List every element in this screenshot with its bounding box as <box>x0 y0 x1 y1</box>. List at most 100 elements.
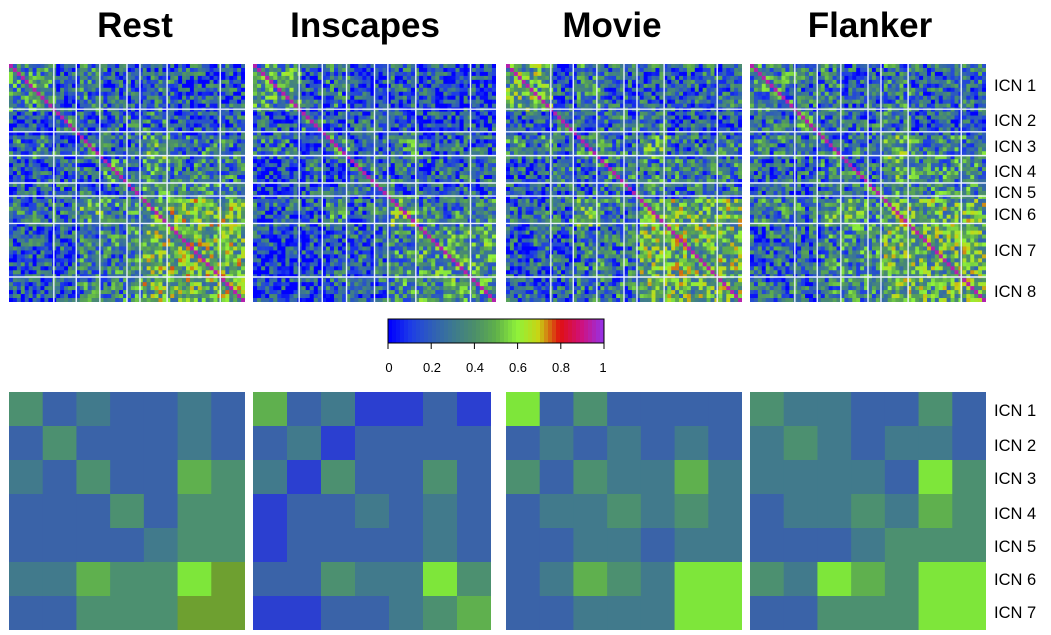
matrix-cell <box>123 218 128 223</box>
matrix-cell <box>186 139 191 144</box>
matrix-cell <box>107 159 112 164</box>
matrix-cell <box>32 202 37 208</box>
matrix-cell <box>146 226 151 231</box>
matrix-cell <box>221 214 226 219</box>
matrix-cell <box>447 95 452 100</box>
matrix-cell <box>115 159 120 164</box>
matrix-cell <box>186 254 191 259</box>
matrix-cell <box>386 67 391 73</box>
matrix-cell <box>483 64 489 69</box>
matrix-cell <box>193 282 199 287</box>
matrix-cell <box>394 111 400 116</box>
matrix-cell <box>20 210 26 216</box>
matrix-cell <box>75 183 81 188</box>
matrix-cell <box>233 218 238 223</box>
matrix-cell <box>130 115 136 120</box>
matrix-cell <box>16 64 22 69</box>
matrix-cell <box>241 99 245 104</box>
matrix-cell <box>229 131 234 136</box>
matrix-cell <box>362 139 367 144</box>
matrix-cell <box>87 147 92 152</box>
matrix-cell <box>221 163 226 168</box>
matrix-cell <box>130 151 136 156</box>
matrix-cell <box>36 218 41 223</box>
matrix-cell <box>241 179 245 184</box>
matrix-cell <box>75 202 81 208</box>
matrix-cell <box>115 282 120 287</box>
matrix-cell <box>366 75 371 81</box>
matrix-cell <box>115 266 120 271</box>
matrix-cell <box>103 290 108 295</box>
matrix-cell <box>75 95 81 100</box>
matrix-cell <box>197 64 203 69</box>
matrix-cell <box>24 123 29 128</box>
matrix-cell <box>321 147 327 152</box>
matrix-cell <box>261 91 266 97</box>
matrix-cell <box>225 67 230 73</box>
matrix-cell <box>83 171 88 176</box>
matrix-cell <box>99 282 104 287</box>
matrix-cell <box>350 139 355 144</box>
matrix-cell <box>111 95 116 100</box>
matrix-cell <box>390 151 396 156</box>
matrix-cell <box>281 95 286 100</box>
matrix-cell <box>427 119 432 124</box>
matrix-cell <box>233 254 238 259</box>
matrix-cell <box>463 67 468 73</box>
matrix-cell <box>95 286 100 291</box>
matrix-cell <box>483 139 489 144</box>
matrix-cell <box>170 206 175 212</box>
matrix-cell <box>44 135 49 140</box>
matrix-cell <box>142 139 147 144</box>
matrix-cell <box>75 250 81 255</box>
matrix-cell <box>459 151 464 156</box>
matrix-cell <box>273 115 278 120</box>
matrix-cell <box>229 71 234 77</box>
matrix-cell <box>24 190 29 196</box>
matrix-cell <box>229 230 234 235</box>
matrix-cell <box>107 214 112 219</box>
matrix-cell <box>439 67 444 73</box>
matrix-cell <box>197 270 203 275</box>
matrix-cell <box>182 99 187 104</box>
matrix-cell <box>40 75 45 81</box>
matrix-cell <box>475 115 481 120</box>
matrix-cell <box>178 67 183 73</box>
matrix-cell <box>305 87 310 93</box>
matrix-cell <box>221 115 226 120</box>
matrix-cell <box>28 179 33 184</box>
matrix-cell <box>138 64 144 69</box>
matrix-cell <box>87 179 92 184</box>
matrix-cell <box>178 75 183 81</box>
matrix-cell <box>305 123 310 128</box>
matrix-cell <box>83 278 88 283</box>
matrix-cell <box>193 258 199 263</box>
matrix-cell <box>115 155 120 160</box>
matrix-cell <box>406 103 412 108</box>
connectivity-matrix-rest <box>9 64 245 302</box>
matrix-cell <box>48 147 53 152</box>
matrix-cell <box>103 202 108 208</box>
matrix-cell <box>431 95 436 100</box>
matrix-cell <box>138 115 144 120</box>
matrix-cell <box>174 242 179 247</box>
matrix-cell <box>174 95 179 100</box>
matrix-cell <box>79 246 85 251</box>
matrix-cell <box>142 286 147 291</box>
matrix-cell <box>321 79 327 85</box>
matrix-cell <box>24 135 29 140</box>
matrix-cell <box>447 71 452 77</box>
matrix-cell <box>201 87 206 93</box>
matrix-cell <box>68 190 73 196</box>
matrix-cell <box>170 127 175 132</box>
matrix-cell <box>174 179 179 184</box>
matrix-cell <box>166 75 171 81</box>
matrix-cell <box>95 262 100 267</box>
matrix-cell <box>229 242 234 247</box>
matrix-cell <box>64 298 69 302</box>
matrix-cell <box>158 147 163 152</box>
matrix-cell <box>213 64 218 69</box>
matrix-cell <box>342 139 347 144</box>
matrix-cell <box>225 266 230 271</box>
matrix-cell <box>374 83 379 89</box>
